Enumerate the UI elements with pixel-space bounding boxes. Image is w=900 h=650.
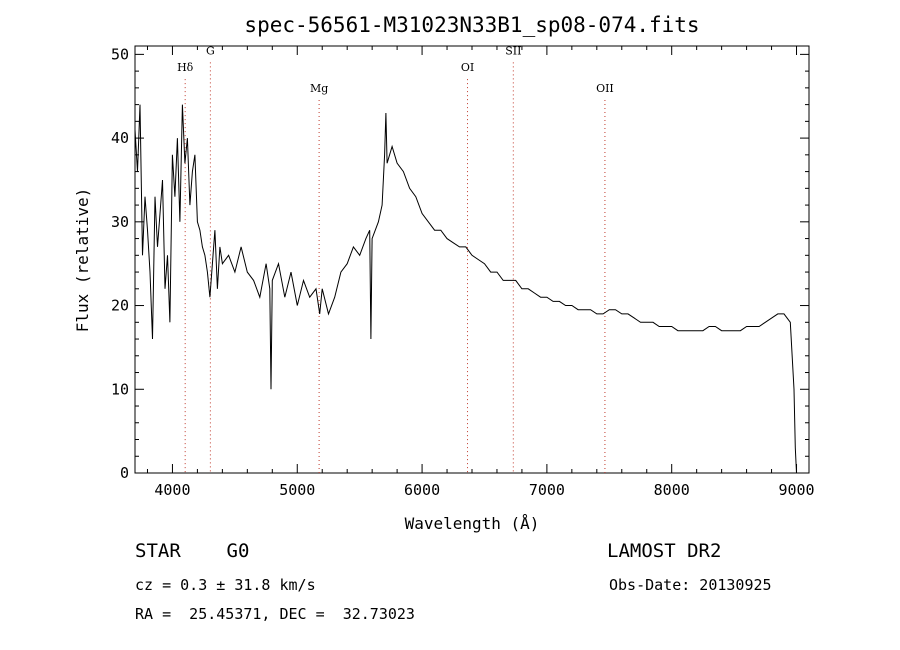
chart-title: spec-56561-M31023N33B1_sp08-074.fits	[244, 13, 699, 37]
x-tick-label: 7000	[529, 481, 565, 499]
x-tick-label: 5000	[279, 481, 315, 499]
y-tick-label: 0	[120, 464, 129, 482]
spectral-line-label: G	[206, 44, 215, 57]
spectral-lines: Hδ G Mg OI SII OII	[177, 44, 614, 473]
axis-ticks: 4000 5000 6000 7000 8000 9000 0 10 20 30 40 50	[111, 45, 815, 499]
survey-label: LAMOST DR2	[607, 540, 722, 562]
y-tick-label: 40	[111, 129, 129, 147]
obs-date-label: Obs-Date: 20130925	[609, 576, 772, 594]
redshift-label: cz = 0.3 ± 31.8 km/s	[135, 576, 316, 594]
x-tick-label: 6000	[404, 481, 440, 499]
spectral-line-label: OII	[596, 82, 614, 95]
spectral-line-label: OI	[461, 61, 474, 74]
spectral-line-label: Hδ	[177, 61, 194, 74]
spectral-line-label: Mg	[310, 82, 328, 95]
y-tick-label: 50	[111, 45, 129, 63]
x-tick-label: 9000	[778, 481, 814, 499]
y-tick-label: 10	[111, 380, 129, 398]
spectrum-line	[134, 104, 797, 474]
star-class-label: STAR G0	[135, 540, 250, 562]
plot-frame	[134, 45, 810, 474]
x-axis-label: Wavelength (Å)	[405, 514, 540, 533]
y-axis-label: Flux (relative)	[73, 188, 92, 333]
y-tick-label: 20	[111, 297, 129, 315]
spectral-line-label: SII	[505, 44, 521, 57]
coordinates-label: RA = 25.45371, DEC = 32.73023	[135, 605, 415, 623]
y-tick-label: 30	[111, 213, 129, 231]
x-tick-label: 8000	[654, 481, 690, 499]
x-tick-label: 4000	[154, 481, 190, 499]
